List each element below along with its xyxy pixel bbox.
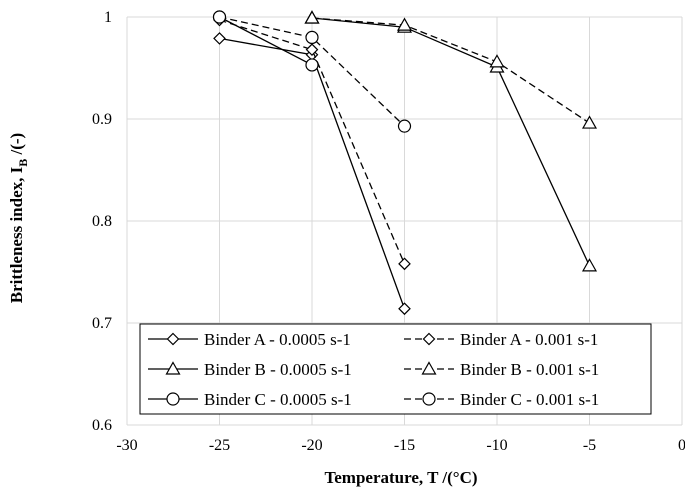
legend-item: Binder C - 0.001 s-1 bbox=[404, 390, 599, 409]
data-point bbox=[305, 43, 319, 56]
legend-marker bbox=[165, 361, 181, 375]
data-point bbox=[305, 58, 319, 72]
x-tick-label: -10 bbox=[486, 437, 507, 454]
legend-marker bbox=[421, 361, 437, 375]
x-axis-label: Temperature, T /(°C) bbox=[324, 468, 477, 487]
legend-label: Binder C - 0.0005 s-1 bbox=[204, 390, 352, 409]
legend-item: Binder C - 0.0005 s-1 bbox=[148, 390, 352, 409]
data-point bbox=[213, 32, 226, 45]
series-line bbox=[311, 17, 590, 124]
legend-item: Binder B - 0.0005 s-1 bbox=[148, 360, 352, 379]
legend-item: Binder B - 0.001 s-1 bbox=[404, 360, 599, 379]
y-axis-label: Brittleness index, IB /(-) bbox=[7, 133, 30, 303]
legend-marker bbox=[166, 332, 180, 346]
legend-label: Binder B - 0.0005 s-1 bbox=[204, 360, 352, 379]
x-tick-label: -25 bbox=[209, 437, 230, 454]
x-tick-label: -5 bbox=[583, 437, 596, 454]
data-point bbox=[304, 10, 320, 24]
legend: Binder A - 0.0005 s-1 Binder A - 0.001 s-… bbox=[139, 323, 652, 415]
data-point bbox=[398, 302, 411, 316]
data-point bbox=[212, 10, 227, 24]
legend-marker bbox=[422, 332, 436, 346]
tick-labels: -30 -25 -20 -15 -10 -5 0 0.6 0.7 0.8 0.9 1 bbox=[92, 9, 685, 454]
data-point bbox=[397, 119, 412, 133]
x-tick-label: -20 bbox=[301, 437, 322, 454]
data-point bbox=[489, 54, 505, 68]
y-axis-label-subscript: B bbox=[16, 159, 30, 167]
data-point bbox=[581, 115, 598, 129]
legend-label: Binder A - 0.0005 s-1 bbox=[204, 330, 351, 349]
legend-label: Binder A - 0.001 s-1 bbox=[460, 330, 598, 349]
y-axis-label-tail: /(-) bbox=[7, 133, 26, 159]
y-axis-label-main: Brittleness index, I bbox=[7, 166, 26, 303]
legend-marker bbox=[422, 392, 436, 406]
series-layer bbox=[212, 10, 598, 316]
y-tick-label: 0.6 bbox=[92, 417, 112, 434]
series-binder-b-0-001-s-1 bbox=[304, 10, 598, 129]
legend-label: Binder B - 0.001 s-1 bbox=[460, 360, 599, 379]
series-binder-b-0-0005-s-1 bbox=[304, 10, 598, 272]
data-point bbox=[398, 257, 411, 271]
x-tick-label: 0 bbox=[678, 437, 685, 454]
legend-marker bbox=[166, 392, 180, 406]
x-tick-label: -15 bbox=[394, 437, 415, 454]
y-tick-label: 1 bbox=[104, 9, 112, 26]
legend-item: Binder A - 0.001 s-1 bbox=[404, 330, 598, 349]
legend-label: Binder C - 0.001 s-1 bbox=[460, 390, 599, 409]
series-binder-c-0-001-s-1 bbox=[212, 10, 412, 133]
y-tick-label: 0.8 bbox=[92, 213, 112, 230]
data-point bbox=[305, 30, 319, 45]
y-tick-label: 0.7 bbox=[92, 315, 112, 332]
data-point bbox=[581, 258, 598, 272]
legend-item: Binder A - 0.0005 s-1 bbox=[148, 330, 351, 349]
series-binder-c-0-0005-s-1 bbox=[212, 10, 319, 72]
series-line bbox=[311, 17, 591, 267]
y-tick-label: 0.9 bbox=[92, 111, 112, 128]
x-tick-label: -30 bbox=[116, 437, 137, 454]
series-line bbox=[219, 16, 313, 66]
legend-box bbox=[139, 323, 652, 415]
data-point bbox=[396, 17, 413, 31]
